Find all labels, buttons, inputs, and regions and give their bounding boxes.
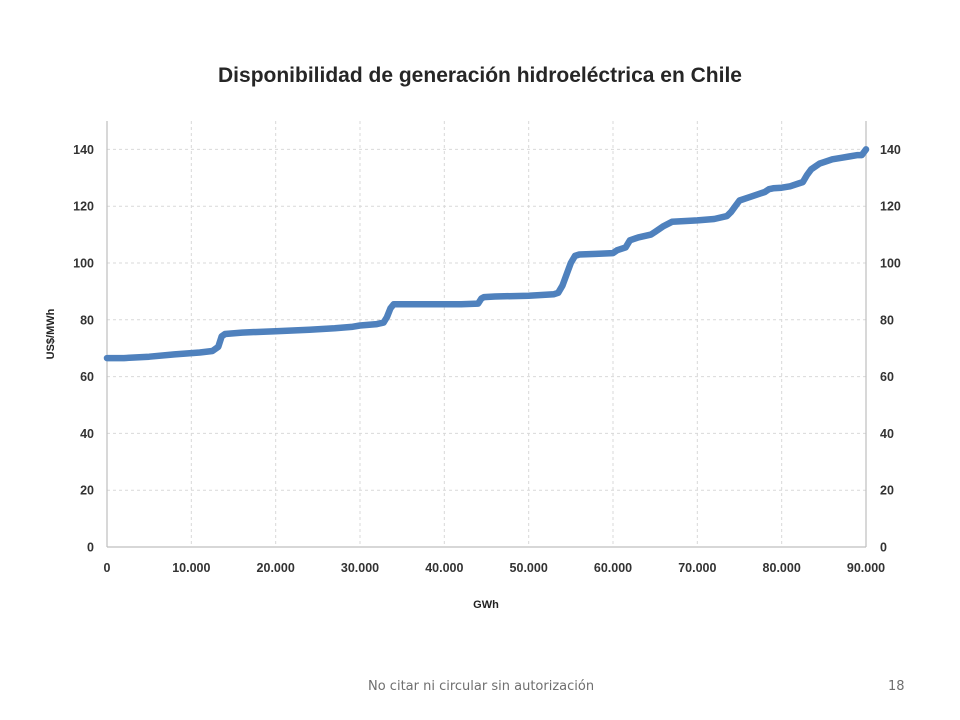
x-tick-label: 10.000 [172,561,210,575]
x-tick-label: 80.000 [763,561,801,575]
y-tick-label: 80 [80,313,94,327]
chart-title: Disponibilidad de generación hidroeléctr… [218,64,742,87]
page-number: 18 [888,679,905,694]
footer-note: No citar ni circular sin autorización [368,679,595,694]
y-axis-title: US$/MWh [45,308,57,359]
y-tick-label: 140 [73,143,94,157]
x-tick-label: 40.000 [425,561,463,575]
y-tick-label: 20 [80,484,94,498]
y2-tick-label: 0 [880,541,887,555]
y-tick-label: 40 [80,427,94,441]
series-line-layer [103,146,870,362]
y-tick-label: 120 [73,200,94,214]
tick-labels: 0 20 40 60 80 100 120 140 0 20 40 60 80 100 120 140 0 10.… [73,143,901,575]
y-tick-label: 0 [87,541,94,555]
grid [107,121,866,547]
y-tick-label: 60 [80,370,94,384]
x-axis-title: GWh [473,599,499,611]
y2-tick-label: 100 [880,257,901,271]
x-tick-label: 50.000 [510,561,548,575]
x-tick-label: 90.000 [847,561,885,575]
y2-tick-label: 60 [880,370,894,384]
x-tick-label: 20.000 [257,561,295,575]
y2-tick-label: 40 [880,427,894,441]
y2-tick-label: 120 [880,200,901,214]
y2-tick-label: 140 [880,143,901,157]
axes [106,121,867,548]
y2-tick-label: 80 [880,313,894,327]
x-tick-label: 0 [104,561,111,575]
x-tick-label: 70.000 [678,561,716,575]
y2-tick-label: 20 [880,484,894,498]
x-tick-label: 60.000 [594,561,632,575]
x-tick-label: 30.000 [341,561,379,575]
y-tick-label: 100 [73,257,94,271]
series-line [103,146,870,362]
